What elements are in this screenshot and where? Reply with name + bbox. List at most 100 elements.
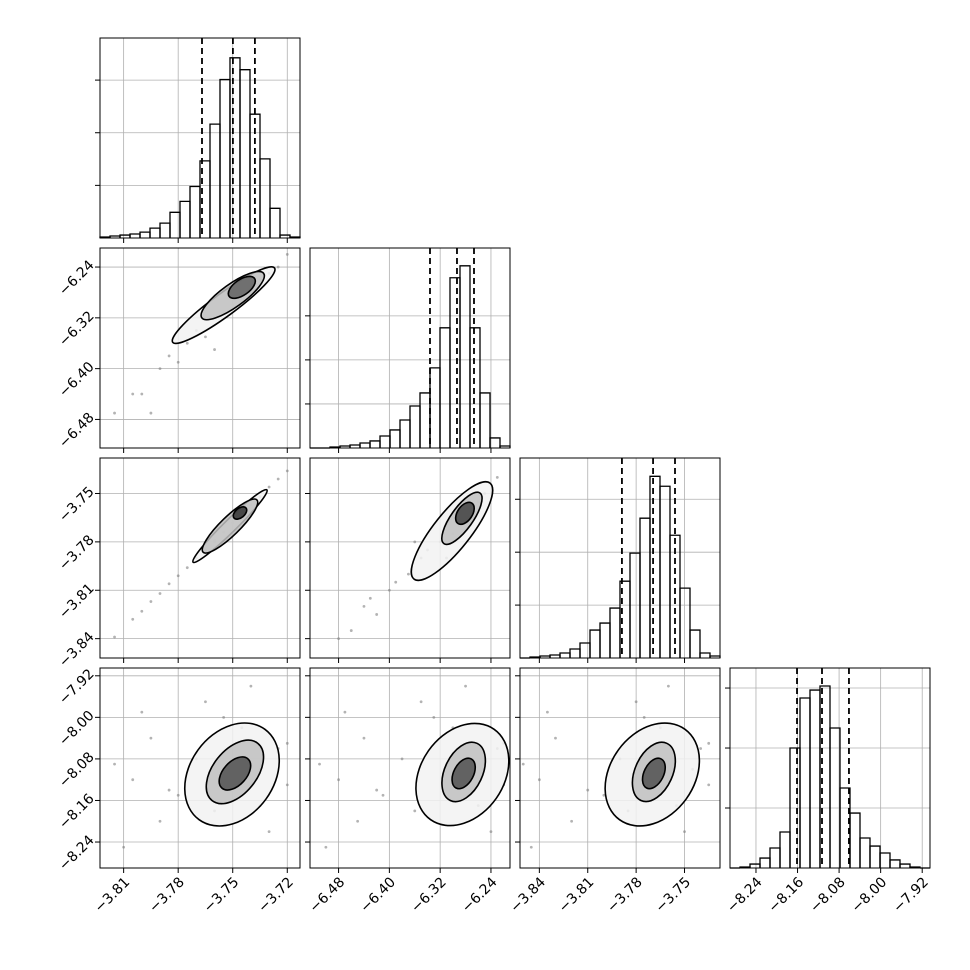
x-tick-label: −8.16 [766,874,808,916]
sample-point [158,819,162,823]
hist-bin [359,442,371,448]
sample-point [546,710,549,714]
hist-bin [899,863,911,868]
sample-point [176,360,180,364]
x-tick-label: −3.84 [507,874,549,916]
sample-point [419,700,423,704]
sample-point [337,637,340,641]
x-tick-label: −3.78 [604,874,646,916]
sample-point [149,736,153,740]
hist-bin [489,437,501,448]
panel-frame [519,667,721,869]
sample-point [167,354,171,358]
sample-point [158,592,162,595]
sample-point [699,747,703,750]
sample-point [387,588,391,592]
sample-point [176,574,180,578]
sample-point [521,762,525,766]
hist-bin [829,727,841,868]
sample-point [642,715,646,719]
panel-frame [309,457,511,659]
sample-point [140,392,144,396]
x-tick-label: −3.72 [255,874,297,916]
sample-point [707,783,711,787]
x-tick-label: −8.08 [807,874,849,916]
sample-point [131,617,135,621]
hist-bin [799,697,811,868]
hist-bin [869,845,881,868]
y-tick-label: −8.08 [56,749,98,791]
sample-point [356,819,360,823]
sample-point [113,635,116,639]
sample-point [489,830,493,834]
sample-point [683,830,686,834]
sample-point [634,700,638,704]
hist-bin [399,419,411,448]
sample-point [707,741,711,745]
sample-point [375,788,379,792]
hist-bin [779,831,791,868]
x-tick-label: −3.75 [653,874,695,916]
sample-point [464,684,467,688]
sample-point [362,736,366,740]
hist-bin [659,485,671,658]
sample-point [570,819,574,823]
hist-bin [139,231,151,238]
sample-point [602,793,606,797]
hist-bin [219,78,231,238]
hist-bin [639,517,651,658]
contour [201,498,259,554]
y-tick-label: −8.16 [56,791,98,833]
hist-bin [469,327,481,448]
sample-point [554,736,557,740]
sample-point [413,540,417,544]
x-tick-label: −6.24 [459,874,501,916]
sample-point [324,845,328,849]
sample-point [285,741,289,745]
y-tick-label: −6.48 [56,410,98,452]
sample-point [276,265,280,269]
x-tick-label: −8.24 [724,874,766,916]
sample-point [413,809,417,813]
sample-point [176,793,180,797]
sample-point [349,629,353,632]
panel-frame [99,667,301,869]
x-tick-label: −7.92 [890,874,932,916]
hist-bin [239,69,251,238]
y-tick-label: −7.92 [56,666,98,708]
sample-point [213,348,216,351]
hist-bin [559,652,571,658]
sample-point [394,580,398,584]
hist-bin [809,689,821,868]
hist-bin [229,57,241,238]
sample-point [122,845,126,849]
hist-bin [599,622,611,658]
hist-bin [609,607,621,658]
sample-point [432,715,436,719]
hist-bin [889,859,901,868]
sample-point [267,830,271,834]
hist-bin [149,227,161,238]
hist-bin [689,629,701,658]
y-tick-label: −3.78 [56,532,98,574]
sample-point [185,566,189,570]
x-tick-label: −3.81 [92,874,134,916]
sample-point [113,411,116,415]
sample-point [140,609,144,613]
y-tick-label: −8.00 [56,708,98,750]
sample-point [267,485,271,489]
hist-bin [769,847,781,868]
hist-bin [679,587,691,658]
x-tick-label: −3.81 [556,874,598,916]
y-tick-label: −3.75 [56,484,98,526]
contour [641,757,667,790]
hist-bin [459,265,471,448]
x-tick-label: −8.00 [849,874,891,916]
hist-bin [409,405,421,448]
x-tick-label: −6.32 [408,874,450,916]
hist-bin [369,440,381,448]
y-tick-label: −6.24 [56,257,98,299]
hist-bin [259,158,271,238]
sample-point [529,845,533,849]
